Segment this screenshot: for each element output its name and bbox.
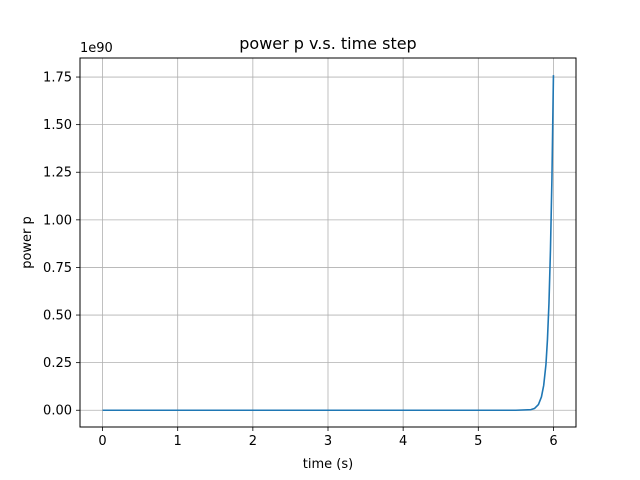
y-axis-offset-label: 1e90 [80, 41, 113, 56]
ticks: 0 1 2 3 4 5 6 0.00 0.25 0.50 0.75 1.00 1.25 1.50 1.75 [43, 71, 558, 449]
x-tick-label: 5 [474, 434, 482, 449]
y-tick-label: 1.50 [43, 118, 72, 133]
x-tick-label: 3 [324, 434, 332, 449]
x-tick-label: 0 [98, 434, 106, 449]
y-tick-label: 0.50 [43, 309, 72, 324]
x-axis-label: time (s) [303, 457, 353, 472]
series-line [102, 75, 555, 412]
y-tick-label: 1.00 [43, 213, 72, 228]
chart-title: power p v.s. time step [239, 34, 416, 53]
y-tick-label: 0.75 [43, 261, 72, 276]
y-tick-label: 1.75 [43, 71, 72, 86]
x-tick-label: 2 [249, 434, 257, 449]
x-tick-label: 1 [174, 434, 182, 449]
y-tick-label: 1.25 [43, 166, 72, 181]
y-axis-label: power p [20, 216, 35, 269]
series-layer [102, 75, 555, 412]
x-tick-label: 6 [549, 434, 557, 449]
x-tick-label: 4 [399, 434, 407, 449]
y-tick-label: 0.25 [43, 356, 72, 371]
y-tick-label: 0.00 [43, 404, 72, 419]
